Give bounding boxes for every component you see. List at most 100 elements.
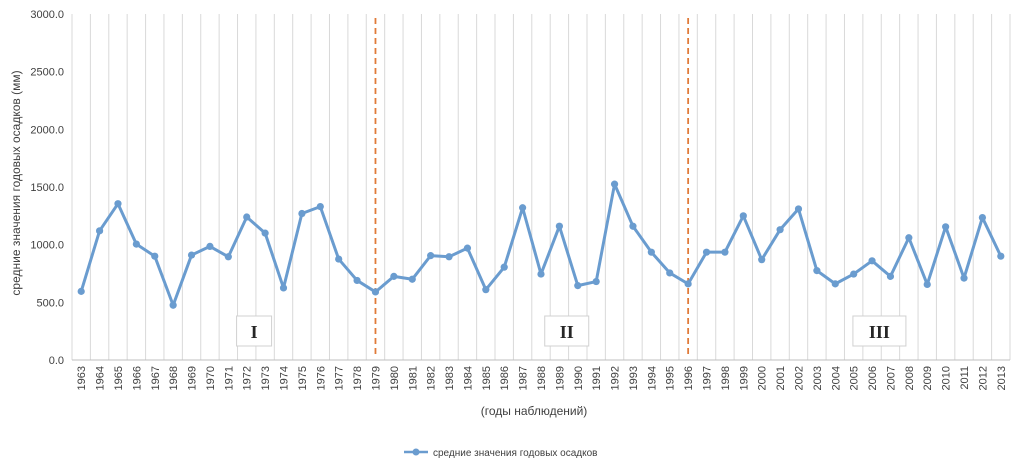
x-tick-label: 1988 [536,366,548,390]
x-tick-label: 1973 [260,366,272,390]
data-point [794,205,803,213]
data-point [261,229,269,237]
grid-lines [71,14,1011,361]
y-tick-label: 0.0 [49,355,64,367]
data-point [997,252,1005,260]
period-box [544,315,590,347]
x-tick-label: 2000 [757,366,769,390]
x-tick-label: 2005 [849,366,861,390]
x-tick-label: 2001 [775,366,787,390]
data-point [482,286,490,294]
period-label-box: I [236,315,273,347]
x-tick-label: 1971 [223,366,235,390]
data-point [279,284,288,292]
data-point [721,248,729,256]
x-tick-label: 1998 [720,366,732,390]
x-tick-label: 1982 [426,366,438,390]
data-point [132,240,140,248]
period-label: III [869,322,890,342]
data-point [114,200,122,208]
data-point [335,255,343,263]
x-tick-label: 2006 [867,366,879,390]
x-tick-label: 1963 [76,366,88,390]
x-tick-label: 2011 [959,366,971,390]
data-point [224,253,232,261]
period-label: I [251,322,258,342]
x-tick-label: 2004 [830,366,842,390]
x-tick-label: 1976 [315,366,327,390]
y-tick-label: 1000.0 [30,240,64,252]
x-tick-label: 2008 [904,366,916,390]
data-point [390,272,398,280]
data-point [923,280,931,289]
data-point [206,242,214,250]
x-tick-label: 1979 [370,366,382,390]
data-point [243,213,251,221]
series-layer [77,180,1005,309]
y-tick-label: 1500.0 [30,182,64,194]
data-point [77,287,85,295]
data-point [463,244,472,252]
x-tick-label: 1986 [499,366,511,390]
data-point [942,223,950,231]
x-tick-label: 1996 [683,366,695,390]
data-point [371,288,380,296]
x-tick-label: 1993 [628,366,640,390]
x-tick-label: 1967 [150,366,162,390]
x-axis-title: (годы наблюдений) [481,404,588,418]
data-point [886,272,895,280]
data-point [978,213,987,222]
data-point [850,270,858,278]
x-tick-label: 2007 [885,366,897,390]
period-label-box: III [852,315,907,347]
data-point [316,203,324,211]
x-tick-label: 2012 [977,366,989,390]
period-box [236,315,273,347]
x-tick-label: 2002 [793,366,805,390]
x-tick-label: 1975 [297,366,309,390]
data-point [813,267,821,275]
y-tick-labels: 0.0 500.0 1000.0 1500.0 2000.0 2500.0 3000.0 [30,9,64,367]
x-tick-label: 1981 [407,366,419,390]
legend-marker [412,448,420,456]
x-tick-label: 1969 [187,366,199,390]
data-point [151,252,159,260]
data-point [187,251,196,259]
x-tick-label: 1994 [646,366,658,390]
x-tick-label: 1968 [168,366,180,390]
data-point [95,227,104,235]
x-tick-label: 1965 [113,366,125,390]
x-tick-label: 1977 [334,366,346,390]
data-point [445,253,453,261]
period-box [852,315,907,347]
data-point [776,226,784,234]
data-point [610,180,619,188]
data-point [574,282,582,290]
x-tick-label: 1997 [702,366,714,390]
data-point [758,256,766,264]
x-tick-label: 1995 [665,366,677,390]
period-label-box: II [544,315,590,347]
x-tick-label: 1990 [573,366,585,390]
x-tick-label: 1966 [131,366,143,390]
period-dividers [374,18,690,356]
data-point [519,204,527,212]
data-point [647,248,655,256]
x-tick-labels: 1963 1964 1965 1966 1967 1968 1969 1970 1971 1972… [76,366,1008,390]
x-tick-label: 1989 [554,366,566,390]
x-tick-label: 2013 [996,366,1008,390]
y-tick-label: 2000.0 [30,124,64,136]
x-tick-label: 1984 [462,366,474,390]
x-tick-label: 1999 [738,366,750,390]
y-axis-title: средние значения годовых осадков (мм) [9,70,23,295]
data-point [169,301,177,309]
data-point [960,274,968,282]
data-point [905,234,913,242]
x-tick-label: 1972 [242,366,254,390]
data-point [739,212,747,220]
data-point [592,277,600,286]
legend-label: средние значения годовых осадков [433,448,597,459]
x-tick-label: 1974 [279,366,291,390]
